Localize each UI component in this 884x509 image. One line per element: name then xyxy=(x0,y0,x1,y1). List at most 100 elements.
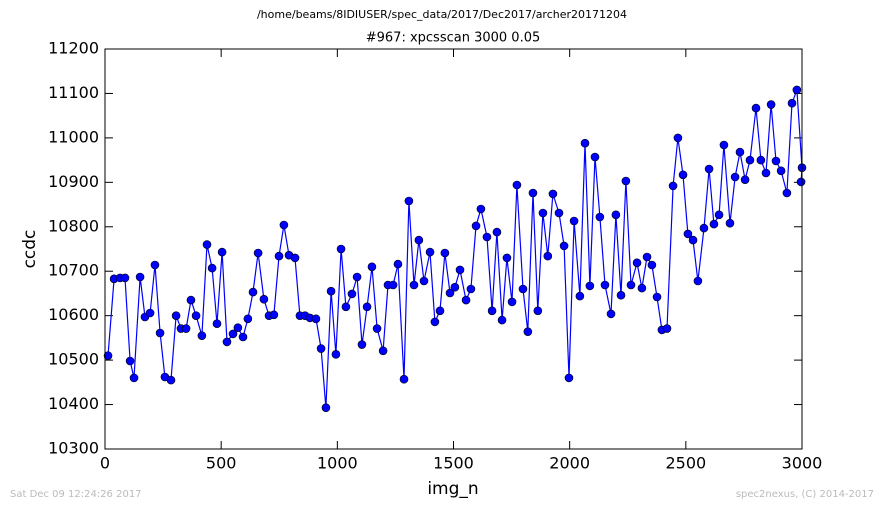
plot-frame xyxy=(104,48,803,450)
data-point xyxy=(238,332,248,342)
data-point xyxy=(554,208,564,218)
data-point xyxy=(274,251,284,261)
x-tick-label: 2000 xyxy=(549,454,590,473)
data-point xyxy=(269,310,279,320)
data-point xyxy=(243,314,253,324)
data-point xyxy=(171,311,181,320)
data-point xyxy=(725,218,735,228)
data-point xyxy=(626,280,636,290)
data-point xyxy=(290,253,300,263)
y-tick-label: 10500 xyxy=(48,350,99,369)
data-point xyxy=(461,295,471,305)
data-point xyxy=(796,177,806,187)
data-point xyxy=(714,210,724,220)
x-axis-label: img_n xyxy=(427,479,478,499)
data-point xyxy=(652,292,662,302)
data-point xyxy=(166,375,176,385)
data-point xyxy=(487,306,497,316)
data-point xyxy=(606,309,616,319)
data-point xyxy=(693,276,703,286)
data-point xyxy=(502,253,512,263)
data-point xyxy=(455,265,465,275)
x-tick-label: 0 xyxy=(100,454,110,473)
data-point xyxy=(673,133,683,143)
data-point xyxy=(445,288,455,298)
chart-title: /home/beams/8IDIUSER/spec_data/2017/Dec2… xyxy=(257,8,627,21)
data-point xyxy=(372,324,382,333)
data-point xyxy=(186,295,196,305)
data-point xyxy=(326,286,336,296)
x-tick-label: 500 xyxy=(206,454,237,473)
data-line xyxy=(107,89,803,408)
data-point xyxy=(404,196,414,206)
data-point xyxy=(688,235,698,245)
y-tick-label: 10800 xyxy=(48,216,99,235)
data-point xyxy=(259,294,269,304)
data-point xyxy=(548,189,558,199)
y-tick-label: 10600 xyxy=(48,305,99,324)
data-point xyxy=(756,155,766,165)
data-point xyxy=(647,260,657,270)
data-point xyxy=(399,374,409,384)
data-point xyxy=(155,328,165,338)
data-point xyxy=(751,103,761,113)
data-point xyxy=(590,152,600,162)
data-point xyxy=(745,155,755,165)
data-point xyxy=(766,100,776,109)
data-point xyxy=(662,324,672,333)
data-point xyxy=(533,306,543,316)
data-point xyxy=(538,208,548,218)
data-point xyxy=(761,168,771,178)
data-point xyxy=(575,291,585,301)
data-point xyxy=(233,323,243,332)
y-tick-label: 11100 xyxy=(48,83,99,102)
data-point xyxy=(212,319,222,328)
data-point xyxy=(735,147,745,157)
data-point xyxy=(409,280,419,290)
data-point xyxy=(357,340,367,349)
data-point xyxy=(440,248,450,258)
data-point xyxy=(730,172,740,182)
data-point xyxy=(580,138,590,148)
data-point xyxy=(419,276,429,286)
data-point xyxy=(181,324,191,333)
data-point xyxy=(787,98,797,108)
data-point xyxy=(425,247,435,257)
data-point xyxy=(253,248,263,258)
data-point xyxy=(523,327,533,336)
data-point xyxy=(202,240,212,249)
data-point xyxy=(135,272,145,282)
data-point xyxy=(497,315,507,325)
data-point xyxy=(719,140,729,150)
data-point xyxy=(125,356,135,366)
data-point xyxy=(248,287,258,297)
x-tick-label: 3000 xyxy=(782,454,823,473)
data-point xyxy=(471,221,481,231)
data-point xyxy=(197,331,207,340)
data-point xyxy=(217,247,227,257)
y-tick-label: 10400 xyxy=(48,394,99,413)
data-point xyxy=(683,229,693,239)
data-point xyxy=(150,260,160,270)
data-point xyxy=(543,251,553,261)
chart-subtitle: #967: xpcsscan 3000 0.05 xyxy=(366,31,541,46)
data-point xyxy=(435,306,445,316)
data-point xyxy=(611,210,621,220)
data-point xyxy=(616,290,626,300)
data-point xyxy=(528,188,538,198)
data-point xyxy=(782,188,792,198)
y-tick-label: 11000 xyxy=(48,127,99,146)
data-point xyxy=(145,308,155,318)
data-point xyxy=(279,220,289,230)
footer-right: spec2nexus, (C) 2014-2017 xyxy=(736,489,874,500)
data-point xyxy=(632,258,642,268)
x-tick-label: 1500 xyxy=(433,454,474,473)
data-point xyxy=(668,181,678,191)
data-point xyxy=(564,373,574,383)
data-point xyxy=(316,344,326,353)
data-point xyxy=(699,223,709,233)
data-point xyxy=(336,244,346,254)
data-point xyxy=(492,227,502,237)
y-tick-label: 10700 xyxy=(48,261,99,280)
data-point xyxy=(378,346,388,356)
